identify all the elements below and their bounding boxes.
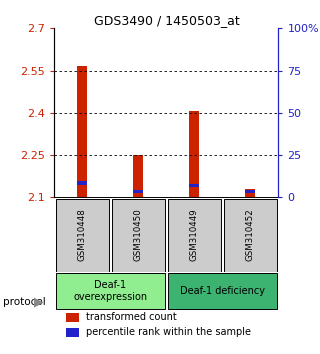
Bar <box>77 66 87 197</box>
Bar <box>66 328 79 337</box>
Bar <box>66 313 79 322</box>
Bar <box>189 184 199 187</box>
Bar <box>245 189 255 197</box>
Text: GSM310448: GSM310448 <box>78 209 87 261</box>
Title: GDS3490 / 1450503_at: GDS3490 / 1450503_at <box>93 14 239 27</box>
Text: ▶: ▶ <box>34 295 43 308</box>
FancyBboxPatch shape <box>223 199 277 272</box>
FancyBboxPatch shape <box>112 199 165 272</box>
Text: GSM310452: GSM310452 <box>246 209 255 261</box>
Text: Deaf-1 deficiency: Deaf-1 deficiency <box>180 286 265 296</box>
Bar <box>77 181 87 184</box>
Bar <box>133 190 143 193</box>
Text: transformed count: transformed count <box>86 312 177 322</box>
Text: percentile rank within the sample: percentile rank within the sample <box>86 327 251 337</box>
Bar <box>245 190 255 193</box>
Bar <box>189 112 199 197</box>
FancyBboxPatch shape <box>56 199 109 272</box>
FancyBboxPatch shape <box>168 273 277 309</box>
Text: Deaf-1
overexpression: Deaf-1 overexpression <box>73 280 148 302</box>
FancyBboxPatch shape <box>56 273 165 309</box>
Bar <box>133 155 143 197</box>
Text: GSM310449: GSM310449 <box>190 209 199 261</box>
FancyBboxPatch shape <box>168 199 221 272</box>
Text: GSM310450: GSM310450 <box>134 209 143 261</box>
Text: protocol: protocol <box>3 297 46 307</box>
